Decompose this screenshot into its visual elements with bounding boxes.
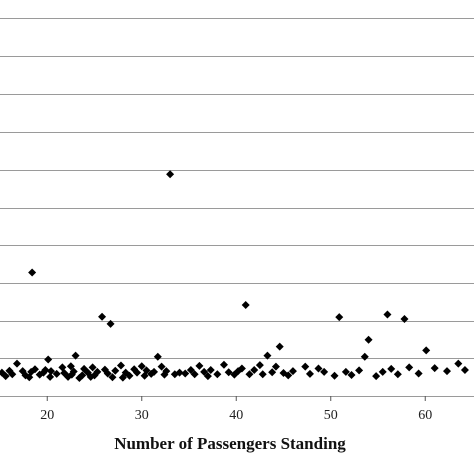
data-point xyxy=(166,170,175,179)
data-point xyxy=(263,351,272,360)
x-axis xyxy=(46,396,426,401)
data-point xyxy=(213,370,222,379)
data-point xyxy=(245,370,254,379)
data-point xyxy=(255,361,264,370)
data-point xyxy=(47,367,56,376)
data-point xyxy=(422,346,431,355)
data-point xyxy=(116,361,125,370)
data-point xyxy=(258,370,267,379)
data-point xyxy=(341,367,350,376)
data-point xyxy=(1,372,10,381)
data-point xyxy=(125,371,134,380)
data-point xyxy=(268,368,277,377)
data-point xyxy=(108,373,117,382)
data-point xyxy=(30,365,39,374)
data-point xyxy=(142,366,151,375)
x-axis-title: Number of Passengers Standing xyxy=(114,434,346,453)
data-point xyxy=(430,364,439,373)
data-point xyxy=(301,362,310,371)
data-point xyxy=(106,319,115,328)
data-point xyxy=(400,315,409,324)
data-point xyxy=(414,369,423,378)
data-point xyxy=(98,312,107,321)
data-point xyxy=(103,369,112,378)
data-point xyxy=(364,335,373,344)
data-point xyxy=(28,268,37,277)
data-point xyxy=(378,367,387,376)
data-points xyxy=(0,170,469,382)
data-point xyxy=(153,352,162,361)
data-point xyxy=(88,363,97,372)
data-point xyxy=(355,366,364,375)
data-point xyxy=(175,368,184,377)
data-point xyxy=(190,370,199,379)
data-point xyxy=(219,360,228,369)
data-point xyxy=(46,372,55,381)
data-point xyxy=(383,310,392,319)
data-point xyxy=(69,367,78,376)
data-point xyxy=(460,366,469,375)
x-tick-label: 60 xyxy=(418,408,432,423)
data-point xyxy=(0,368,6,377)
data-point xyxy=(405,363,414,372)
data-point xyxy=(137,362,146,371)
data-point xyxy=(284,371,293,380)
data-point xyxy=(372,372,381,381)
data-point xyxy=(150,367,159,376)
data-point xyxy=(387,364,396,373)
data-point xyxy=(71,351,80,360)
data-point xyxy=(250,366,259,375)
data-point xyxy=(271,362,280,371)
x-tick-labels: 20 30 40 50 60 xyxy=(40,408,432,423)
x-tick-label: 50 xyxy=(324,408,338,423)
data-point xyxy=(241,301,250,310)
data-point xyxy=(335,313,344,322)
data-point xyxy=(360,352,369,361)
data-point xyxy=(133,368,142,377)
data-point xyxy=(330,371,339,380)
x-tick-label: 40 xyxy=(229,408,243,423)
data-point xyxy=(13,359,22,368)
data-point xyxy=(275,342,284,351)
data-point xyxy=(157,362,166,371)
data-point xyxy=(27,367,36,376)
data-point xyxy=(111,366,120,375)
data-point xyxy=(52,369,61,378)
data-point xyxy=(181,369,190,378)
data-point xyxy=(203,372,212,381)
data-point xyxy=(58,363,67,372)
data-point xyxy=(8,370,17,379)
data-point xyxy=(206,366,215,375)
data-point xyxy=(162,367,171,376)
data-point xyxy=(237,364,246,373)
data-point xyxy=(442,367,451,376)
data-point xyxy=(347,370,356,379)
data-point xyxy=(454,359,463,368)
gridlines xyxy=(0,18,474,397)
data-point xyxy=(314,364,323,373)
data-point xyxy=(78,371,87,380)
data-point xyxy=(44,355,53,364)
x-tick-label: 20 xyxy=(40,408,54,423)
data-point xyxy=(66,362,75,371)
x-tick-label: 30 xyxy=(135,408,149,423)
data-point xyxy=(393,370,402,379)
data-point xyxy=(195,361,204,370)
data-point xyxy=(320,367,329,376)
data-point xyxy=(41,366,50,375)
data-point xyxy=(288,367,297,376)
data-point xyxy=(93,367,102,376)
data-point xyxy=(305,369,314,378)
